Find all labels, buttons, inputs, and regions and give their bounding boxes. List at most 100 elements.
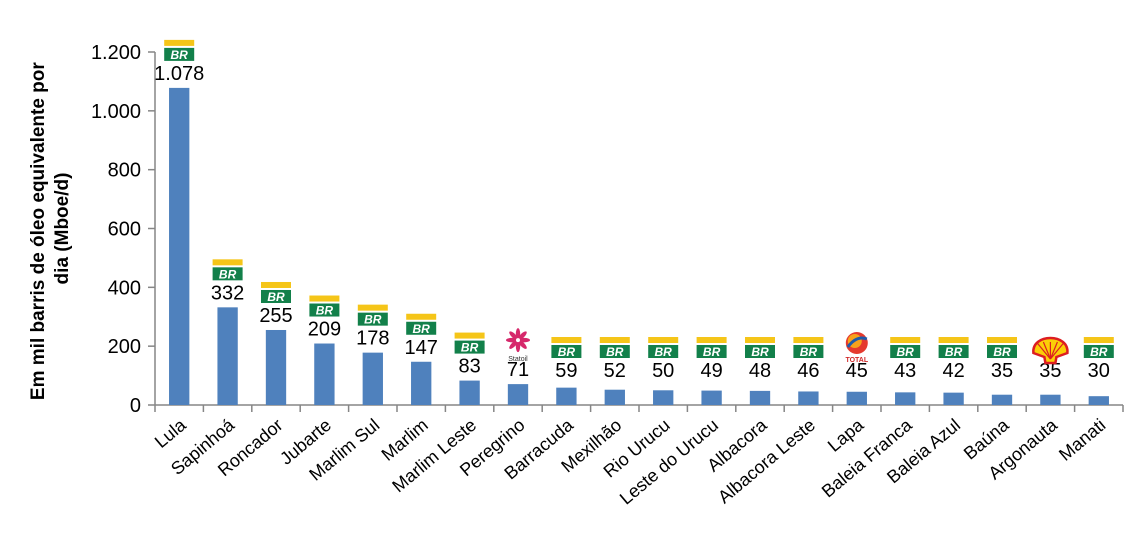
statoil-logo-text: Statoil (508, 356, 528, 363)
value-label-18: 35 (991, 360, 1013, 382)
petrobras-logo-20: BR (1083, 337, 1114, 359)
petrobras-logo-box (406, 321, 437, 335)
y-tick-label: 600 (108, 219, 141, 241)
petrobras-logo-box (454, 340, 485, 354)
petrobras-logo-4: BR (309, 295, 340, 318)
category-label-1: Lula (151, 414, 191, 452)
bars (169, 87, 1109, 405)
value-label-5: 178 (356, 328, 389, 350)
statoil-petal (509, 339, 519, 349)
petrobras-logo-stripe (890, 337, 921, 343)
petrobras-logo-box (309, 303, 340, 317)
petrobras-logo-11: BR (648, 337, 679, 359)
bar-19 (1040, 394, 1061, 405)
y-ticks: 0 200 400 600 800 1.000 1.200 (91, 42, 155, 417)
petrobras-logo-text: BR (1090, 345, 1108, 359)
petrobras-logo-text: BR (945, 345, 963, 359)
petrobras-logo-text: BR (171, 48, 189, 62)
statoil-logo-8: Statoil (506, 328, 530, 363)
value-label-16: 43 (894, 360, 916, 382)
petrobras-logo-stripe (551, 337, 582, 343)
petrobras-logo-12: BR (696, 337, 727, 359)
petrobras-logo-box (696, 345, 727, 358)
y-axis-label-line-2: dia (Mboe/d) (52, 173, 73, 285)
petrobras-logo-box (890, 345, 921, 358)
petrobras-logo-stripe (357, 304, 388, 311)
petrobras-logo-box (551, 345, 582, 358)
bar-10 (604, 389, 625, 405)
bar-9 (556, 387, 577, 405)
petrobras-logo-box (599, 345, 630, 358)
bar-4 (314, 343, 335, 405)
petrobras-logo-stripe (793, 337, 824, 343)
value-label-17: 42 (942, 360, 964, 382)
bar-15 (846, 391, 867, 405)
petrobras-logo-text: BR (413, 322, 431, 336)
petrobras-logo-stripe (1083, 337, 1114, 343)
value-label-19: 35 (1039, 360, 1061, 382)
shell-ridge (1049, 341, 1065, 360)
value-label-7: 83 (458, 356, 480, 378)
petrobras-logo-2: BR (212, 259, 243, 281)
value-label-20: 30 (1088, 360, 1110, 382)
petrobras-logo-stripe (164, 39, 195, 46)
petrobras-logo-stripe (454, 332, 485, 339)
bar-20 (1088, 396, 1109, 405)
petrobras-logo-10: BR (599, 337, 630, 359)
statoil-star (506, 328, 530, 353)
petrobras-logo-text: BR (751, 345, 769, 359)
bar-2 (217, 307, 238, 405)
shell-ridge (1049, 341, 1058, 360)
category-label-20: Manati (1055, 415, 1109, 465)
value-label-9: 59 (555, 360, 577, 382)
petrobras-logo-stripe (309, 295, 340, 302)
petrobras-logo-text: BR (267, 290, 285, 304)
petrobras-logo-18: BR (987, 337, 1017, 359)
y-tick-label: 0 (130, 395, 141, 417)
bar-17 (943, 392, 964, 405)
operator-logos: BR BR BR BR BR BR BR Statoil BR BR BR BR BR BR TOTAL BR… (164, 39, 1114, 365)
bar-18 (991, 394, 1013, 405)
petrobras-logo-stripe (696, 337, 727, 343)
petrobras-logo-14: BR (793, 337, 824, 359)
y-tick-label: 200 (108, 336, 141, 358)
value-label-3: 255 (259, 305, 292, 327)
y-tick-label: 1.000 (91, 101, 141, 123)
petrobras-logo-5: BR (357, 304, 388, 327)
petrobras-logo-9: BR (551, 337, 582, 359)
petrobras-logo-text: BR (364, 313, 382, 327)
petrobras-logo-stripe (745, 337, 775, 343)
petrobras-logo-text: BR (655, 345, 673, 359)
petrobras-logo-text: BR (800, 345, 818, 359)
petrobras-logo-box (793, 345, 824, 358)
statoil-petal (517, 339, 527, 349)
petrobras-logo-box (164, 47, 195, 61)
y-tick-label: 800 (108, 160, 141, 182)
value-label-2: 332 (211, 282, 244, 304)
petrobras-logo-text: BR (558, 345, 576, 359)
value-label-11: 50 (652, 360, 674, 382)
value-label-13: 48 (749, 360, 771, 382)
value-label-6: 147 (405, 337, 438, 359)
petrobras-logo-17: BR (938, 337, 969, 359)
y-axis-label-line-1: Em mil barris de óleo equivalente por (28, 62, 49, 400)
petrobras-logo-stripe (261, 281, 291, 288)
petrobras-logo-text: BR (993, 345, 1011, 359)
bar-11 (653, 390, 674, 405)
petrobras-logo-box (212, 267, 243, 281)
value-label-8: 71 (507, 359, 529, 381)
value-label-4: 209 (308, 319, 341, 341)
value-label-10: 52 (604, 360, 626, 382)
y-tick-label: 1.200 (91, 42, 141, 64)
petrobras-logo-text: BR (897, 345, 915, 359)
petrobras-logo-box (745, 345, 775, 358)
petrobras-logo-1: BR (164, 39, 195, 62)
petrobras-logo-text: BR (703, 345, 721, 359)
shell-ridge (1042, 341, 1051, 360)
bar-8 (507, 384, 529, 405)
statoil-center (516, 338, 520, 343)
petrobras-logo-box (1083, 345, 1114, 358)
bar-12 (701, 390, 722, 405)
